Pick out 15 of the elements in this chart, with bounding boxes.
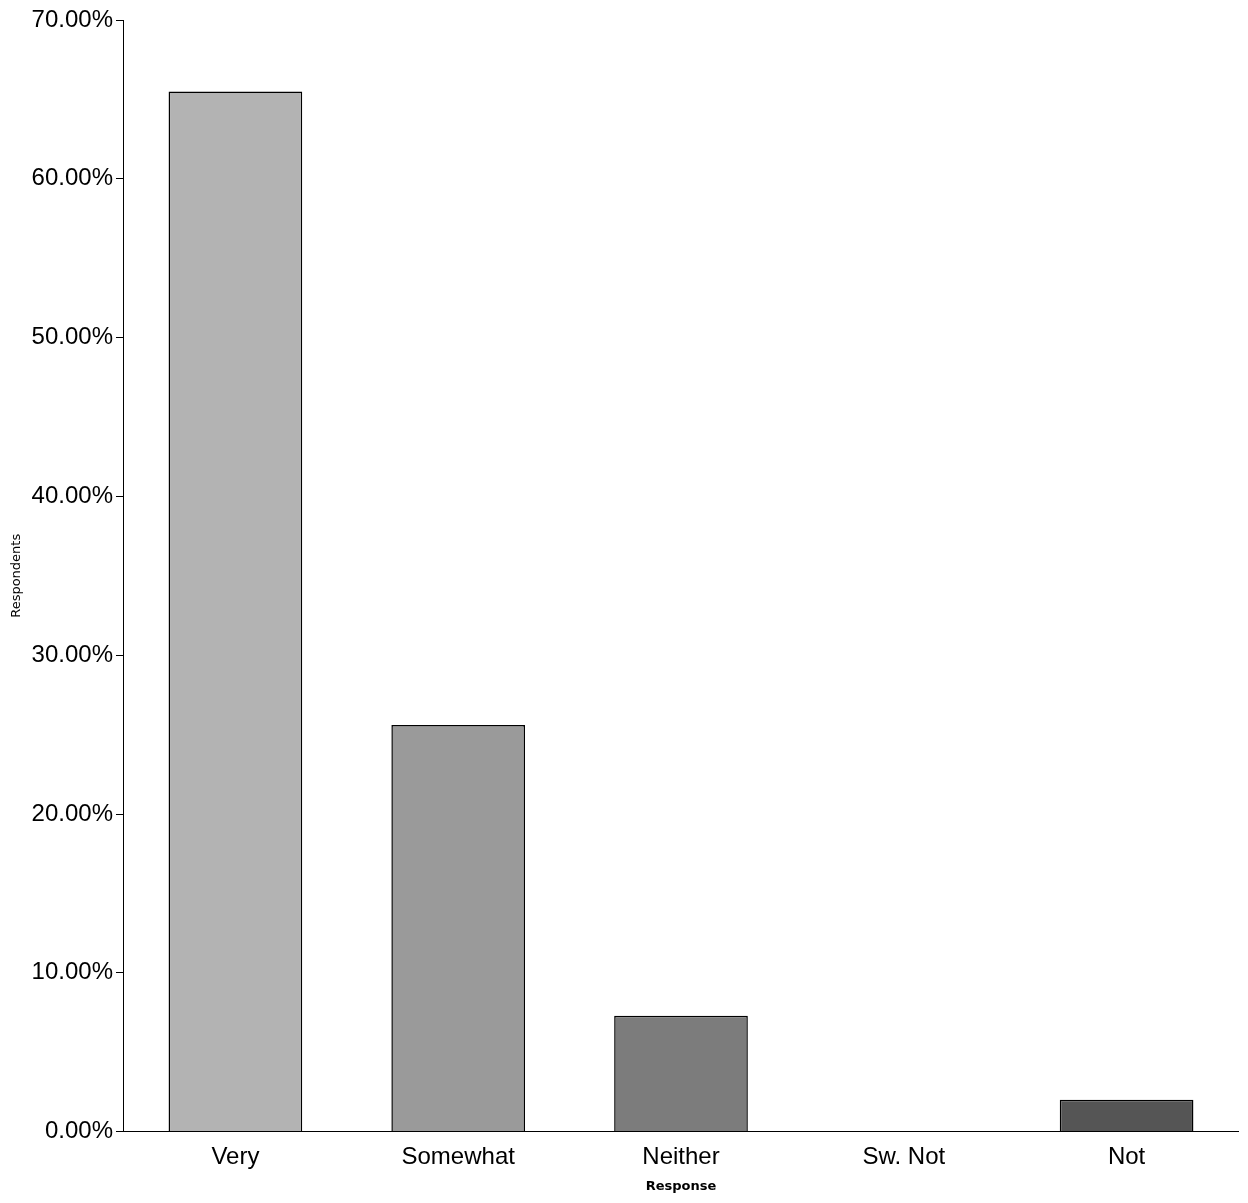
y-axis-title: Respondents <box>8 533 24 618</box>
y-tick-label: 40.00% <box>31 481 113 509</box>
x-axis-title: Response <box>645 1177 717 1193</box>
y-tick-label: 30.00% <box>31 639 113 667</box>
y-tick-label: 70.00% <box>31 4 113 32</box>
y-tick-label: 50.00% <box>31 322 113 350</box>
y-tick-label: 0.00% <box>44 1116 113 1144</box>
x-tick-label: Sw. Not <box>862 1141 946 1169</box>
x-tick-label: Somewhat <box>401 1141 516 1169</box>
y-tick-label: 10.00% <box>31 957 113 985</box>
y-tick-label: 60.00% <box>31 163 113 191</box>
x-tick-label: Very <box>211 1141 260 1169</box>
y-tick-label: 20.00% <box>31 798 113 826</box>
x-tick-label: Not <box>1107 1141 1146 1169</box>
x-tick-label: Neither <box>642 1141 720 1169</box>
